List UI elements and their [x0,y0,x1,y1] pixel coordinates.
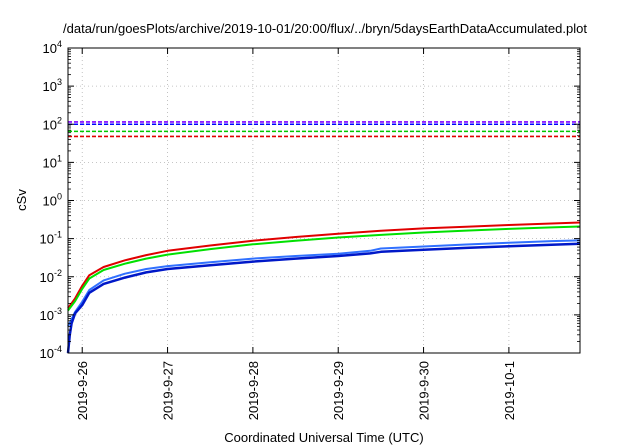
chart-title: /data/run/goesPlots/archive/2019-10-01/2… [63,21,587,36]
threshold-lines [68,121,580,138]
y-tick-label: 103 [43,77,62,94]
x-axis-ticks: 2019-9-26 2019-9-27 2019-9-28 2019-9-29 2019… [75,48,517,420]
series-lines [66,221,581,354]
y-tick-label: 100 [43,192,62,209]
y-tick-label: 104 [43,39,62,56]
x-tick-label: 2019-9-29 [331,361,346,420]
y-tick-label: 102 [43,115,62,132]
y-tick-label: 10-4 [40,344,62,361]
y-tick-label: 101 [43,153,62,170]
series-line [67,239,581,327]
x-tick-label: 2019-9-28 [246,361,261,420]
y-axis-ticks: 10-4 10-3 10-2 10-1 100 101 102 103 104 [40,39,580,361]
series-line [67,221,581,309]
x-axis-label: Coordinated Universal Time (UTC) [224,430,423,445]
x-tick-label: 2019-9-27 [161,361,176,420]
y-axis-label: cSv [14,189,29,211]
y-tick-label: 10-1 [40,230,62,247]
series-line [67,225,581,312]
x-tick-label: 2019-9-30 [417,361,432,420]
series-line [66,242,581,354]
x-tick-label: 2019-9-26 [75,361,90,420]
y-tick-label: 10-2 [40,268,62,285]
y-tick-label: 10-3 [40,306,62,323]
x-tick-label: 2019-10-1 [502,361,517,420]
